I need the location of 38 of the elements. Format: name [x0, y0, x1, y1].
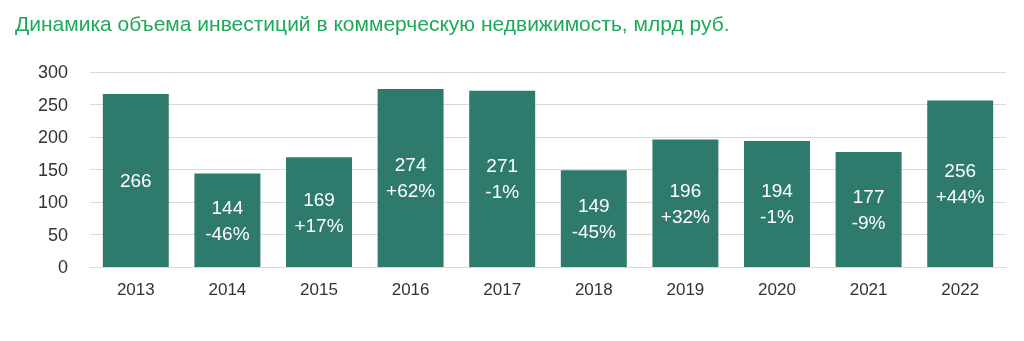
- bar: [102, 94, 169, 267]
- bar: [194, 173, 261, 267]
- x-tick-label: 2014: [208, 280, 247, 299]
- x-tick-label: 2021: [849, 280, 888, 299]
- bar: [469, 90, 536, 267]
- x-tick-label: 2016: [391, 280, 430, 299]
- data-label: 256 +44%: [935, 160, 985, 208]
- x-tick-label: 2015: [300, 280, 338, 299]
- data-label: 169 +17%: [294, 188, 344, 236]
- data-label: 149 -45%: [571, 195, 617, 243]
- bar: [377, 88, 444, 267]
- y-tick-label: 100: [37, 192, 68, 212]
- bar: [927, 100, 994, 267]
- data-label: 194 -1%: [760, 180, 794, 228]
- data-label: 274 +62%: [386, 154, 436, 202]
- data-label: 271 -1%: [485, 155, 520, 203]
- x-tick-label: 2019: [666, 280, 705, 299]
- data-label: 177 -9%: [851, 185, 886, 233]
- data-label: 266: [119, 170, 152, 192]
- x-tick-label: 2022: [941, 280, 980, 299]
- x-tick-label: 2013: [116, 280, 155, 299]
- x-tick-label: 2020: [758, 280, 796, 299]
- y-tick-label: 0: [57, 257, 68, 277]
- bar: [652, 139, 719, 267]
- y-tick-label: 200: [37, 127, 68, 147]
- x-tick-label: 2018: [574, 280, 613, 299]
- bar: [744, 140, 810, 267]
- data-label: 196 +32%: [660, 179, 711, 227]
- bar: [835, 151, 902, 267]
- y-tick-label: 50: [47, 224, 68, 245]
- y-tick-label: 250: [37, 94, 68, 115]
- y-tick-label: 150: [37, 159, 68, 180]
- bar: [560, 170, 627, 267]
- x-tick-label: 2017: [483, 280, 522, 299]
- chart-title: Динамика объема инвестиций в коммерческую недвижимость, млрд руб.: [15, 12, 730, 35]
- bar: [286, 157, 352, 267]
- y-tick-label: 300: [37, 62, 68, 82]
- data-label: 144 -46%: [205, 196, 250, 244]
